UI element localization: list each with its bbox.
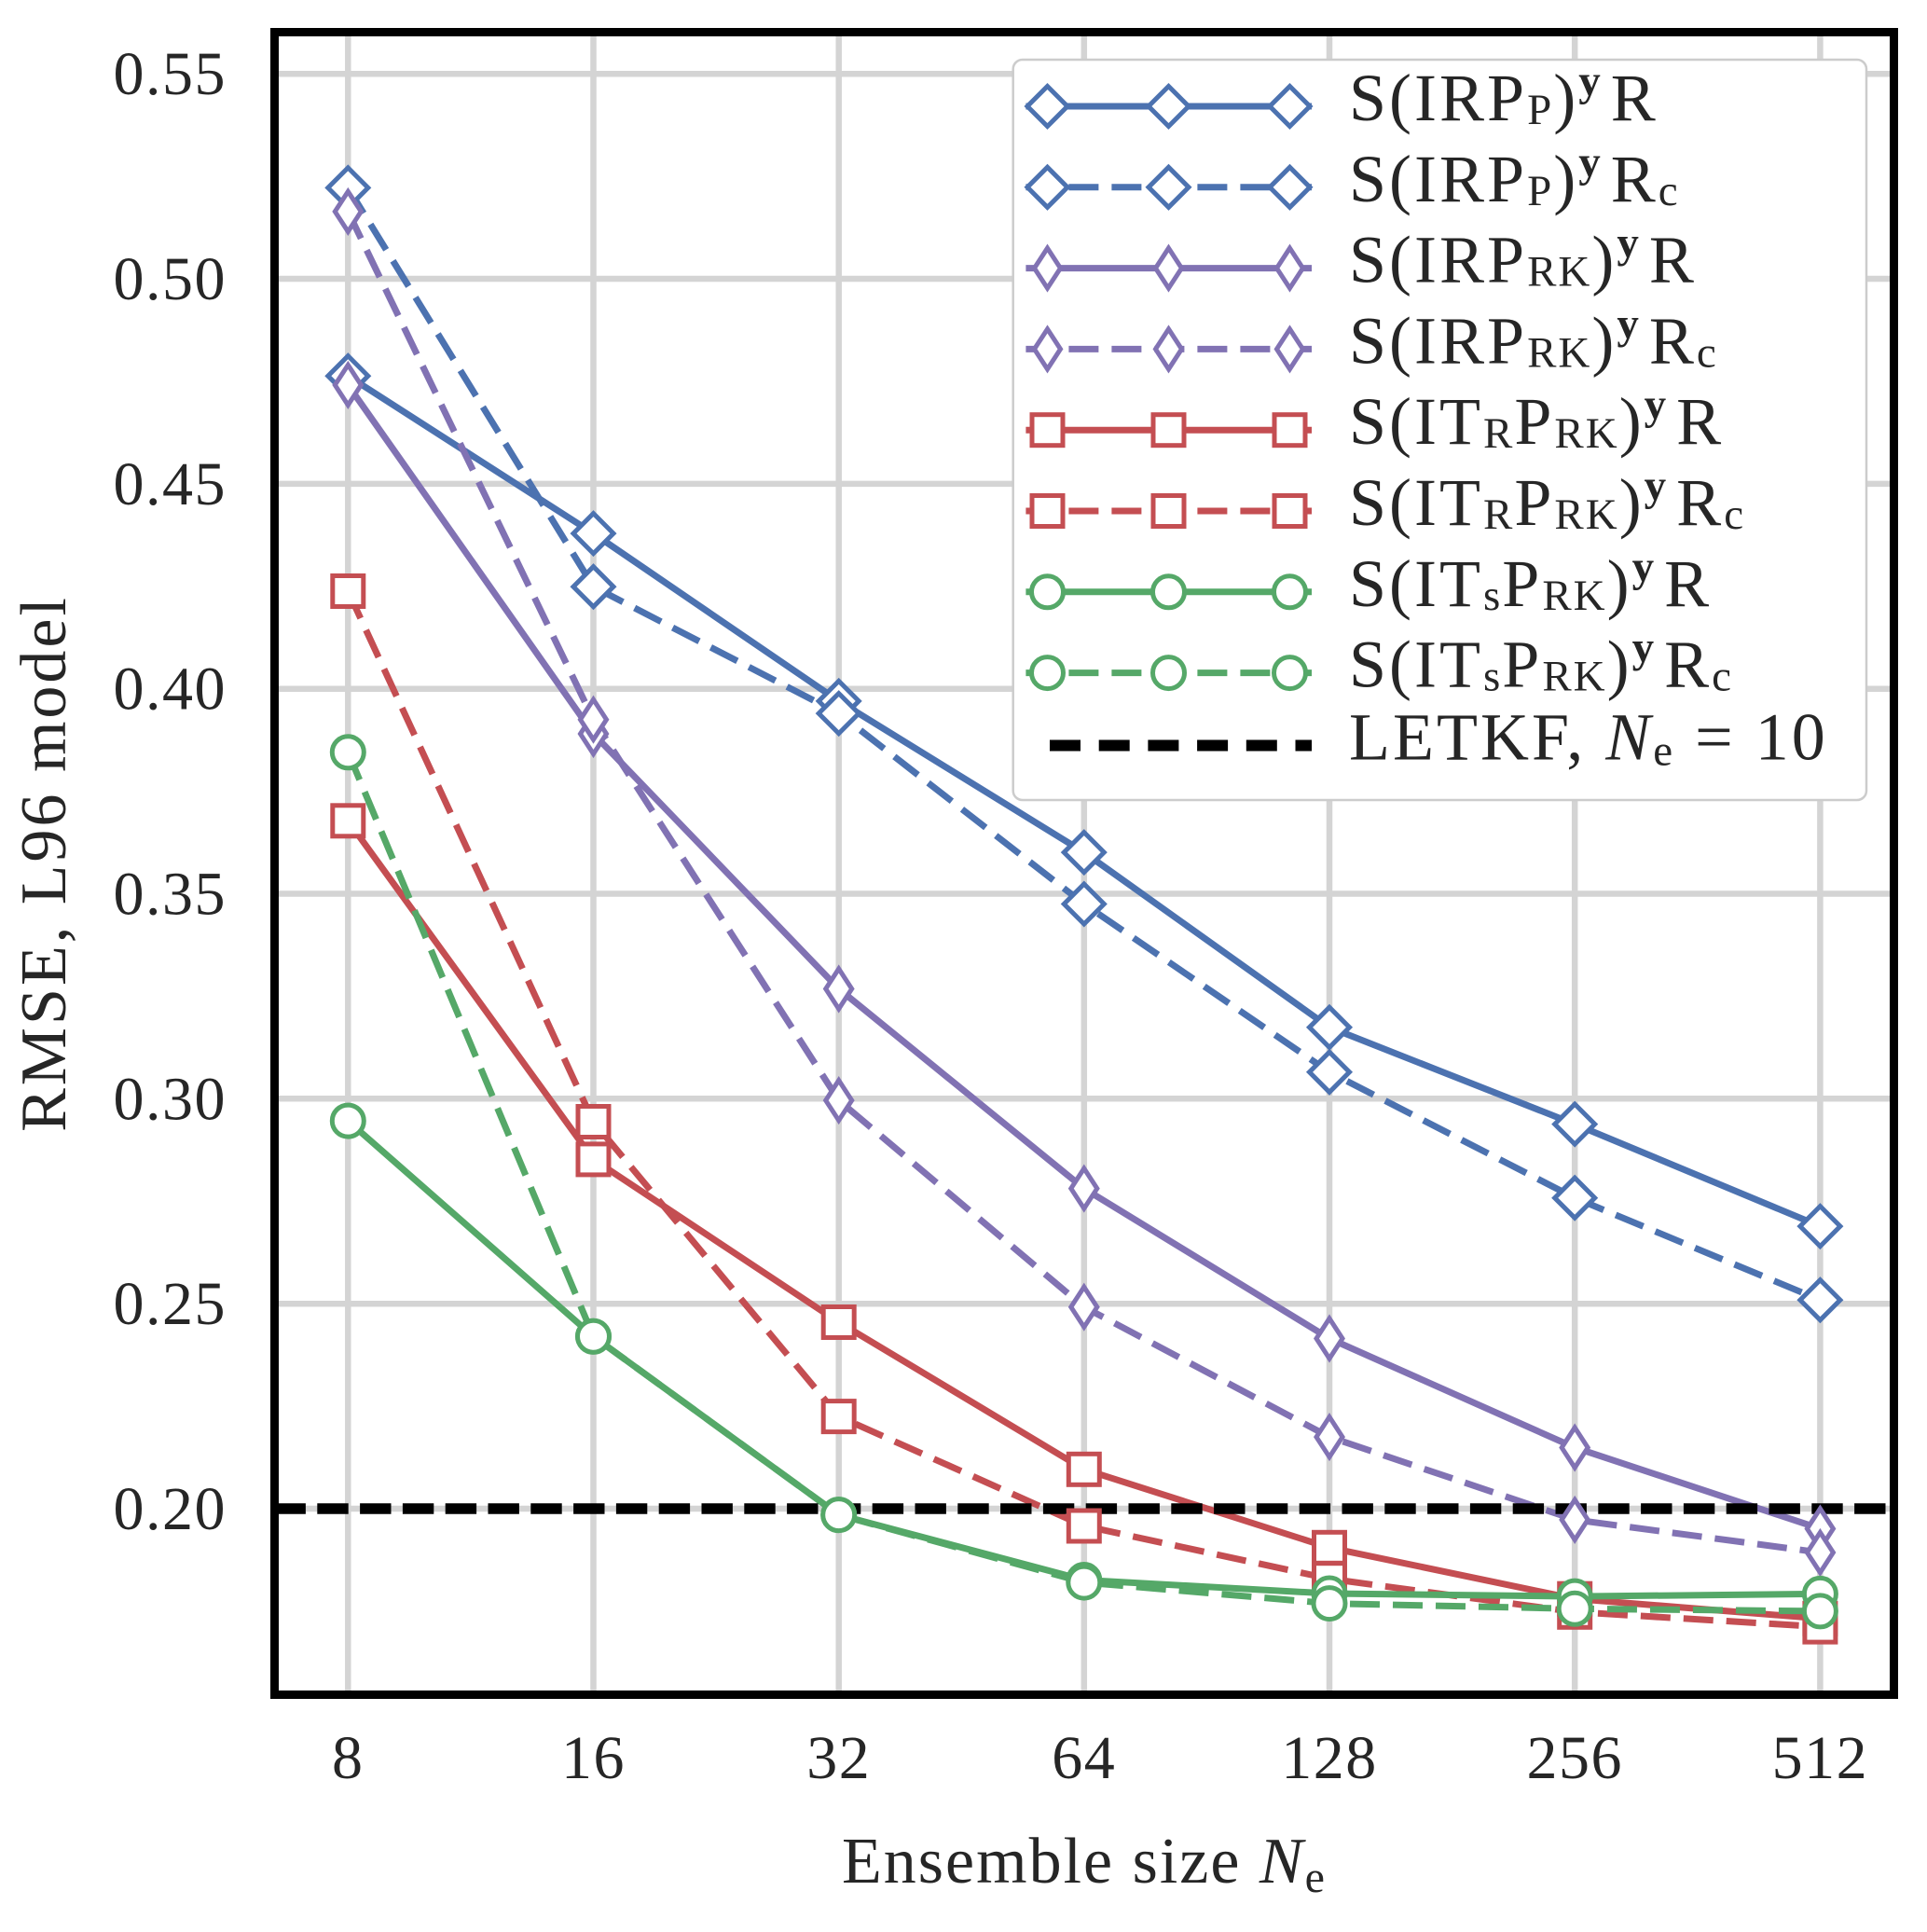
svg-text:0.50: 0.50 (114, 245, 227, 313)
svg-text:256: 256 (1526, 1724, 1623, 1792)
svg-text:32: 32 (806, 1724, 871, 1792)
svg-text:0.35: 0.35 (114, 861, 227, 929)
svg-text:0.25: 0.25 (114, 1270, 227, 1338)
svg-text:128: 128 (1281, 1724, 1378, 1792)
svg-text:LETKF, Ne = 10: LETKF, Ne = 10 (1349, 700, 1828, 776)
svg-text:Ensemble size Ne: Ensemble size Ne (842, 1826, 1327, 1902)
svg-text:0.45: 0.45 (114, 450, 227, 518)
svg-text:S(IRPP)yR: S(IRPP)y R (1349, 57, 1659, 135)
svg-text:S(ITRPRK)yRc: S(ITRPRK)y Rc (1349, 462, 1745, 540)
svg-text:0.55: 0.55 (114, 40, 227, 108)
svg-text:0.40: 0.40 (114, 656, 227, 724)
svg-text:S(IRPRK)yR: S(IRPRK)y R (1349, 219, 1697, 297)
svg-text:S(ITRPRK)yR: S(ITRPRK)y R (1349, 380, 1724, 459)
svg-text:RMSE, L96 model: RMSE, L96 model (8, 595, 80, 1132)
svg-text:64: 64 (1052, 1724, 1116, 1792)
svg-text:0.30: 0.30 (114, 1065, 227, 1133)
svg-text:512: 512 (1772, 1724, 1869, 1792)
svg-text:S(IRPP)yRc: S(IRPP)y Rc (1349, 138, 1680, 216)
svg-text:8: 8 (332, 1724, 365, 1792)
svg-text:S(IRPRK)yRc: S(IRPRK)y Rc (1349, 299, 1718, 378)
svg-text:S(ITsPRK)yRc: S(ITsPRK)y Rc (1349, 624, 1733, 702)
svg-text:S(ITsPRK)yR: S(ITsPRK)y R (1349, 543, 1712, 621)
svg-text:16: 16 (561, 1724, 626, 1792)
svg-text:0.20: 0.20 (114, 1475, 227, 1543)
